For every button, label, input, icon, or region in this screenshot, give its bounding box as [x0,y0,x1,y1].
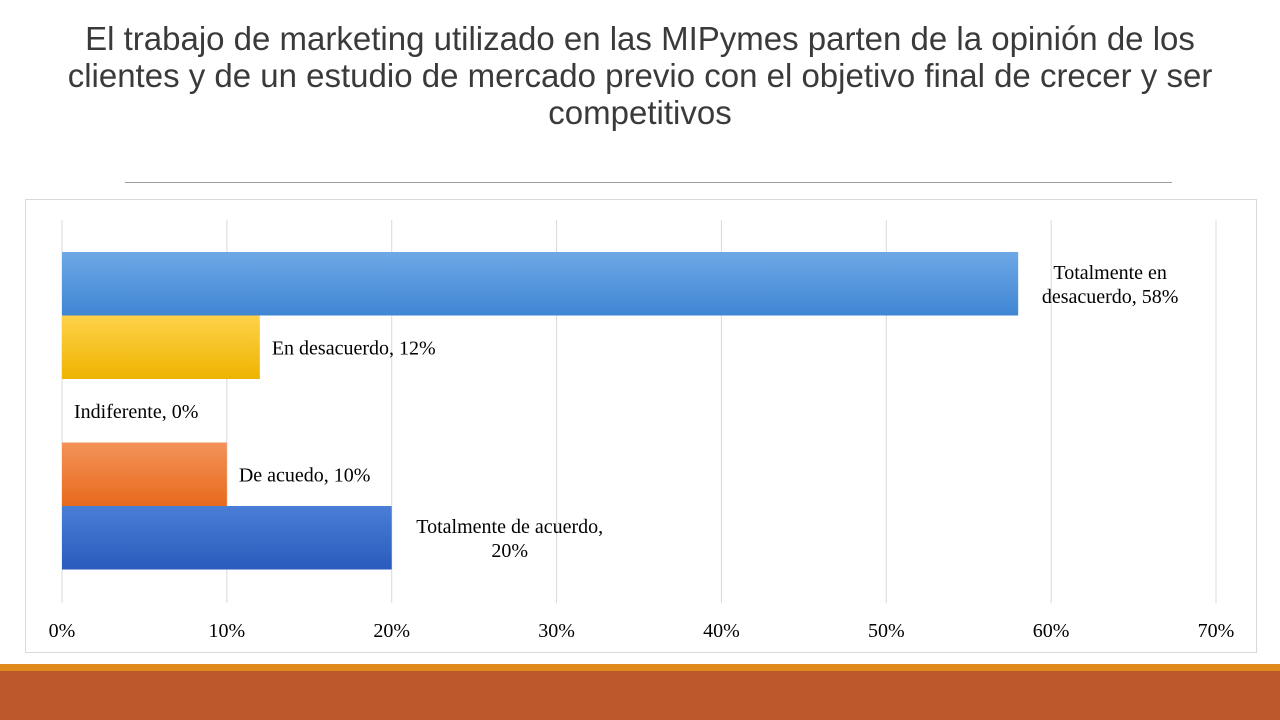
chart-frame: Totalmente en desacuerdo, 58% En desacuerd… [25,199,1257,653]
x-tick-label: 20% [373,620,410,642]
footer-accent-stripe [0,664,1280,671]
data-label: Totalmente de acuerdo, [416,516,603,538]
x-tick-label: 40% [703,620,740,642]
title-divider [125,182,1172,183]
footer-band [0,671,1280,720]
data-label: De acuedo, 10% [239,464,371,486]
slide-title: El trabajo de marketing utilizado en las… [67,20,1213,131]
data-label: Totalmente en [1053,262,1167,284]
x-tick-label: 60% [1033,620,1070,642]
x-tick-label: 70% [1198,620,1235,642]
bar-1 [62,315,260,379]
data-label: En desacuerdo, 12% [272,337,436,359]
data-label: desacuerdo, 58% [1042,286,1179,308]
x-tick-label: 50% [868,620,905,642]
bar-4 [62,506,392,570]
x-tick-label: 0% [49,620,76,642]
data-label: 20% [491,540,528,562]
x-tick-label: 10% [209,620,246,642]
data-label: Indiferente, 0% [74,401,198,423]
x-tick-label: 30% [538,620,575,642]
bar-3 [62,442,227,506]
bar-0 [62,252,1019,316]
